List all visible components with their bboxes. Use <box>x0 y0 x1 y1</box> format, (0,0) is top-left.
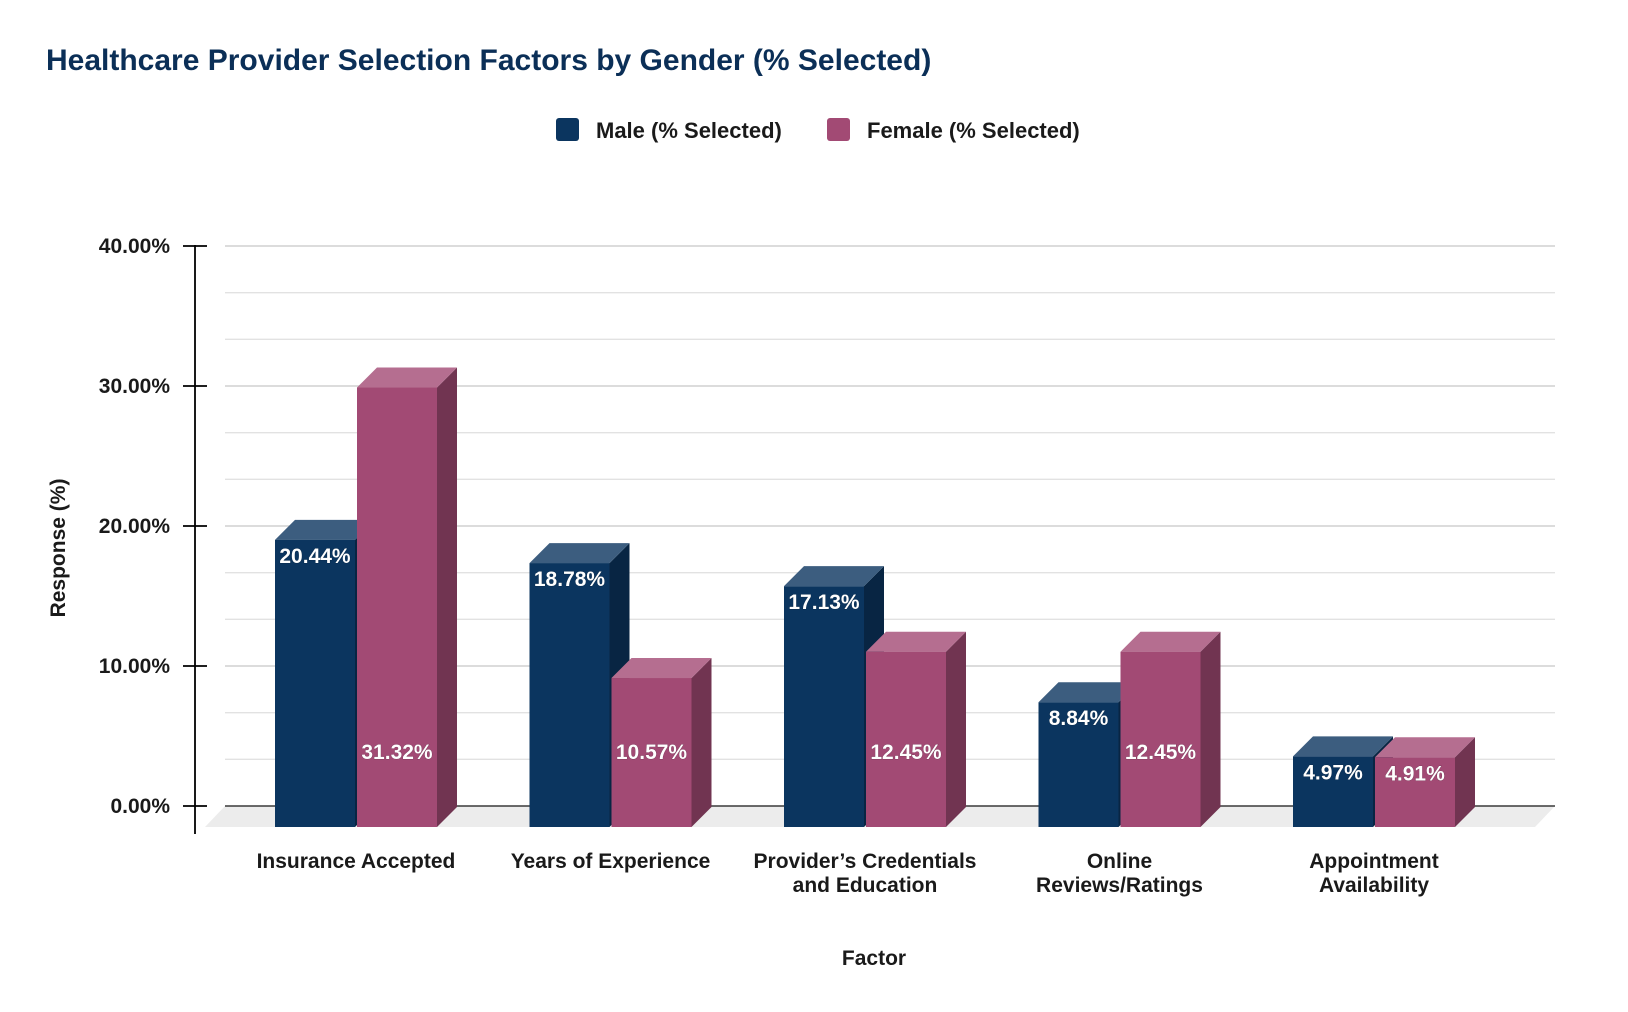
bar-top <box>611 658 712 679</box>
bar <box>611 678 692 827</box>
legend-swatch <box>556 118 579 141</box>
y-tick-label: 20.00% <box>99 515 171 538</box>
x-tick-label: and Education <box>793 874 938 897</box>
x-tick-label: Appointment <box>1309 850 1438 873</box>
data-label: 12.45% <box>870 741 942 764</box>
data-label: 4.97% <box>1303 761 1363 784</box>
y-tick-label: 10.00% <box>99 655 171 678</box>
data-label: 20.44% <box>279 545 351 568</box>
chart-title: Healthcare Provider Selection Factors by… <box>46 44 932 77</box>
data-label: 10.57% <box>616 741 688 764</box>
bar <box>357 387 437 827</box>
bar <box>1293 756 1373 827</box>
legend-label: Male (% Selected) <box>596 118 782 143</box>
x-tick-label: Years of Experience <box>511 850 711 873</box>
y-tick-label: 30.00% <box>99 375 171 398</box>
bar-side <box>691 658 712 827</box>
bar-side <box>946 631 966 827</box>
y-tick-label: 40.00% <box>99 235 171 258</box>
bar-top <box>1120 631 1221 652</box>
bar-top <box>1293 736 1393 757</box>
legend-label: Female (% Selected) <box>867 118 1080 143</box>
bar-top <box>866 631 966 652</box>
bar-side <box>1455 737 1475 827</box>
legend-swatch <box>827 118 850 141</box>
bar <box>866 651 946 827</box>
bar-top <box>275 519 375 540</box>
bar-top <box>357 367 457 388</box>
data-label: 8.84% <box>1049 707 1109 730</box>
data-label: 12.45% <box>1125 741 1197 764</box>
y-axis-title: Response (%) <box>47 479 70 618</box>
x-axis-title: Factor <box>842 947 906 970</box>
bar-side <box>437 367 457 827</box>
data-label: 4.91% <box>1385 762 1445 785</box>
bar-top <box>784 566 884 587</box>
data-label: 31.32% <box>361 741 433 764</box>
x-tick-label: Online <box>1087 850 1152 873</box>
data-label: 17.13% <box>788 591 860 614</box>
bar-top <box>1375 737 1475 758</box>
bar <box>784 586 864 827</box>
bar <box>529 563 610 827</box>
bar-top <box>529 543 630 564</box>
bar <box>1038 702 1119 827</box>
x-tick-label: Provider’s Credentials <box>754 850 977 873</box>
bar <box>1375 757 1455 827</box>
bar-side <box>1200 631 1221 827</box>
bar <box>275 539 355 827</box>
data-label: 18.78% <box>534 568 606 591</box>
x-tick-label: Insurance Accepted <box>257 850 456 873</box>
y-tick-label: 0.00% <box>110 795 170 818</box>
bar-top <box>1038 682 1139 703</box>
x-tick-label: Reviews/Ratings <box>1036 874 1203 897</box>
bar <box>1120 651 1201 827</box>
x-tick-label: Availability <box>1319 874 1429 897</box>
